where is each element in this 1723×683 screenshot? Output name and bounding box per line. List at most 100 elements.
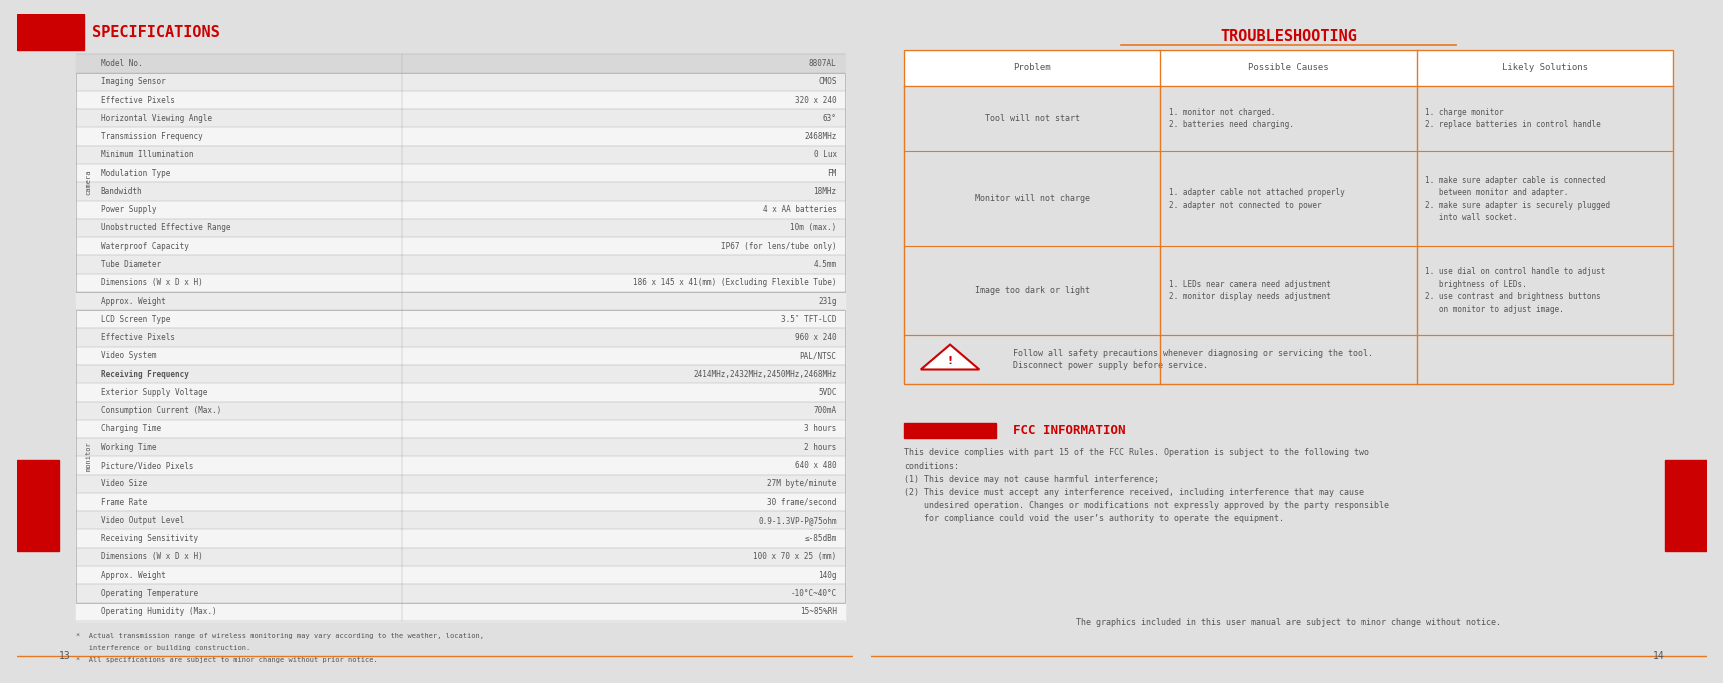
Text: Bandwidth: Bandwidth (100, 187, 143, 196)
Bar (76, 529, 844, 548)
Text: 27M byte/minute: 27M byte/minute (767, 479, 836, 488)
Bar (76, 566, 844, 585)
Text: FM: FM (827, 169, 836, 178)
Bar (76, 91, 844, 109)
Text: Model No.: Model No. (100, 59, 143, 68)
Text: Tool will not start: Tool will not start (984, 114, 1079, 123)
Bar (76, 72, 844, 91)
Text: Frame Rate: Frame Rate (100, 498, 146, 507)
Text: Imaging Sensor: Imaging Sensor (100, 77, 165, 86)
Polygon shape (920, 345, 979, 370)
Text: Working Time: Working Time (100, 443, 157, 451)
Bar (17, 14, 84, 50)
Text: FCC INFORMATION: FCC INFORMATION (1011, 424, 1125, 437)
Text: Likely Solutions: Likely Solutions (1501, 64, 1587, 72)
Text: 960 x 240: 960 x 240 (794, 333, 836, 342)
Text: Approx. Weight: Approx. Weight (100, 296, 165, 305)
Text: 30 frame/second: 30 frame/second (767, 498, 836, 507)
Text: 700mA: 700mA (813, 406, 836, 415)
Bar (76, 475, 844, 493)
Text: Unobstructed Effective Range: Unobstructed Effective Range (100, 223, 231, 232)
Bar (76, 182, 844, 201)
Bar (76, 493, 844, 511)
Text: ≤-85dBm: ≤-85dBm (805, 534, 836, 543)
Bar (76, 310, 844, 329)
Text: 4 x AA batteries: 4 x AA batteries (762, 205, 836, 214)
Text: PAL/NTSC: PAL/NTSC (799, 351, 836, 361)
Bar (903, 423, 996, 438)
Text: 2468MHz: 2468MHz (805, 132, 836, 141)
Text: monitor: monitor (84, 441, 91, 471)
Text: 1. adapter cable not attached properly
2. adapter not connected to power: 1. adapter cable not attached properly 2… (1168, 188, 1344, 210)
Text: Minimum Illumination: Minimum Illumination (100, 150, 193, 159)
Text: 100 x 70 x 25 (mm): 100 x 70 x 25 (mm) (753, 553, 836, 561)
Text: SPECIFICATIONS: SPECIFICATIONS (93, 25, 221, 40)
Bar (76, 511, 844, 529)
Bar (903, 50, 1673, 384)
Text: Picture/Video Pixels: Picture/Video Pixels (100, 461, 193, 470)
Text: -10°C~40°C: -10°C~40°C (789, 589, 836, 598)
Text: 1. monitor not charged.
2. batteries need charging.: 1. monitor not charged. 2. batteries nee… (1168, 108, 1292, 129)
Bar (76, 420, 844, 438)
Text: 8807AL: 8807AL (808, 59, 836, 68)
Bar (76, 585, 844, 602)
Text: 2 hours: 2 hours (805, 443, 836, 451)
Text: Exterior Supply Voltage: Exterior Supply Voltage (100, 388, 207, 397)
Text: Tube Diameter: Tube Diameter (100, 260, 160, 269)
Text: !: ! (948, 356, 953, 366)
Text: 3.5″ TFT-LCD: 3.5″ TFT-LCD (781, 315, 836, 324)
Bar (76, 274, 844, 292)
Text: Monitor will not charge: Monitor will not charge (973, 195, 1089, 204)
Text: 1. make sure adapter cable is connected
   between monitor and adapter.
2. make : 1. make sure adapter cable is connected … (1425, 176, 1609, 222)
Bar (76, 347, 844, 365)
Text: Image too dark or light: Image too dark or light (973, 286, 1089, 295)
Text: interference or building construction.: interference or building construction. (76, 645, 250, 651)
Text: Possible Causes: Possible Causes (1247, 64, 1328, 72)
Text: 5VDC: 5VDC (818, 388, 836, 397)
Bar (76, 456, 844, 475)
Text: Transmission Frequency: Transmission Frequency (100, 132, 203, 141)
Text: The graphics included in this user manual are subject to minor change without no: The graphics included in this user manua… (1075, 617, 1501, 627)
Text: Approx. Weight: Approx. Weight (100, 571, 165, 580)
Bar (76, 164, 844, 182)
Text: Consumption Current (Max.): Consumption Current (Max.) (100, 406, 221, 415)
Text: Waterproof Capacity: Waterproof Capacity (100, 242, 188, 251)
Text: Receiving Sensitivity: Receiving Sensitivity (100, 534, 198, 543)
Text: 186 x 145 x 41(mm) (Excluding Flexible Tube): 186 x 145 x 41(mm) (Excluding Flexible T… (632, 278, 836, 288)
Bar (76, 383, 844, 402)
Text: TROUBLESHOOTING: TROUBLESHOOTING (1220, 29, 1356, 44)
Text: Dimensions (W x D x H): Dimensions (W x D x H) (100, 553, 203, 561)
Text: 63°: 63° (822, 114, 836, 123)
Text: 13: 13 (59, 652, 71, 661)
Text: 18MHz: 18MHz (813, 187, 836, 196)
Bar (76, 310, 844, 602)
Text: Receiving Frequency: Receiving Frequency (100, 370, 188, 378)
Text: 1. charge monitor
2. replace batteries in control handle: 1. charge monitor 2. replace batteries i… (1425, 108, 1601, 129)
Text: 140g: 140g (818, 571, 836, 580)
Text: Effective Pixels: Effective Pixels (100, 96, 174, 104)
Bar (76, 237, 844, 255)
Text: 14: 14 (1652, 652, 1664, 661)
Text: 2414MHz,2432MHz,2450MHz,2468MHz: 2414MHz,2432MHz,2450MHz,2468MHz (693, 370, 836, 378)
Bar (76, 402, 844, 420)
Text: 4.5mm: 4.5mm (813, 260, 836, 269)
Bar (76, 72, 844, 292)
Bar (76, 602, 844, 621)
Text: 231g: 231g (818, 296, 836, 305)
Text: camera: camera (84, 169, 91, 195)
Text: Video System: Video System (100, 351, 157, 361)
Bar (76, 329, 844, 347)
Bar (76, 548, 844, 566)
Text: Operating Humidity (Max.): Operating Humidity (Max.) (100, 607, 217, 616)
Text: Dimensions (W x D x H): Dimensions (W x D x H) (100, 278, 203, 288)
Text: LCD Screen Type: LCD Screen Type (100, 315, 171, 324)
Text: Problem: Problem (1013, 64, 1051, 72)
Bar (76, 365, 844, 383)
Text: Video Output Level: Video Output Level (100, 516, 184, 525)
Text: Video Size: Video Size (100, 479, 146, 488)
Bar (76, 219, 844, 237)
Bar (76, 109, 844, 128)
Text: 0.9-1.3VP-P@75ohm: 0.9-1.3VP-P@75ohm (758, 516, 836, 525)
Text: Modulation Type: Modulation Type (100, 169, 171, 178)
Text: CMOS: CMOS (818, 77, 836, 86)
